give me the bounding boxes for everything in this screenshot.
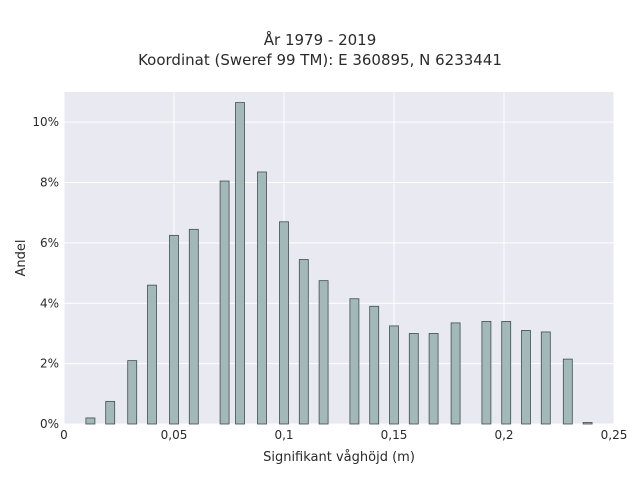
histogram-bar bbox=[349, 298, 360, 425]
x-axis-label: Signifikant våghöjd (m) bbox=[263, 450, 415, 465]
histogram-bar bbox=[279, 221, 289, 425]
histogram-bar bbox=[540, 331, 551, 425]
histogram-bar bbox=[219, 180, 230, 425]
chart-title: År 1979 - 2019 Koordinat (Sweref 99 TM):… bbox=[0, 30, 640, 70]
y-axis-ticks: 0% 2% 4% 6% 8% 10% bbox=[32, 115, 59, 431]
histogram-bar bbox=[188, 228, 199, 425]
bars bbox=[85, 102, 593, 425]
histogram-bar bbox=[257, 171, 267, 425]
histogram-bar bbox=[298, 259, 309, 425]
y-tick-label: 4% bbox=[40, 296, 59, 310]
y-axis-label: Andel bbox=[14, 240, 29, 277]
x-tick-label: 0,2 bbox=[494, 428, 513, 442]
y-tick-label: 0% bbox=[40, 417, 59, 431]
plot-background bbox=[64, 92, 614, 424]
y-tick-label: 8% bbox=[40, 176, 59, 190]
x-tick-label: 0,1 bbox=[274, 428, 293, 442]
y-tick-label: 10% bbox=[32, 115, 59, 129]
y-tick-label: 2% bbox=[40, 357, 59, 371]
histogram-bar bbox=[235, 102, 245, 425]
chart-title-line-1: År 1979 - 2019 bbox=[263, 31, 377, 49]
histogram-bar bbox=[127, 360, 138, 425]
x-tick-label: 0 bbox=[60, 428, 68, 442]
x-tick-label: 0,15 bbox=[381, 428, 408, 442]
histogram-bar bbox=[562, 358, 573, 425]
chart-title-line-2: Koordinat (Sweref 99 TM): E 360895, N 62… bbox=[138, 51, 502, 69]
histogram-bar bbox=[428, 333, 439, 425]
histogram-bar bbox=[408, 333, 419, 425]
histogram-bar bbox=[521, 330, 531, 425]
x-tick-label: 0,05 bbox=[161, 428, 188, 442]
histogram-bar bbox=[481, 320, 492, 425]
histogram-bar bbox=[318, 280, 329, 425]
histogram-bar bbox=[582, 422, 593, 425]
y-tick-label: 6% bbox=[40, 236, 59, 250]
histogram-bar bbox=[147, 284, 157, 425]
x-axis-ticks: 0 0,05 0,1 0,15 0,2 0,25 bbox=[60, 428, 627, 442]
histogram-bar bbox=[389, 325, 399, 425]
histogram-bar bbox=[369, 305, 380, 425]
x-tick-label: 0,25 bbox=[601, 428, 628, 442]
histogram-bar bbox=[501, 320, 512, 425]
histogram-bar bbox=[450, 322, 461, 425]
histogram-bar bbox=[169, 234, 179, 425]
histogram-bar bbox=[105, 400, 116, 425]
histogram-bar bbox=[85, 417, 96, 425]
